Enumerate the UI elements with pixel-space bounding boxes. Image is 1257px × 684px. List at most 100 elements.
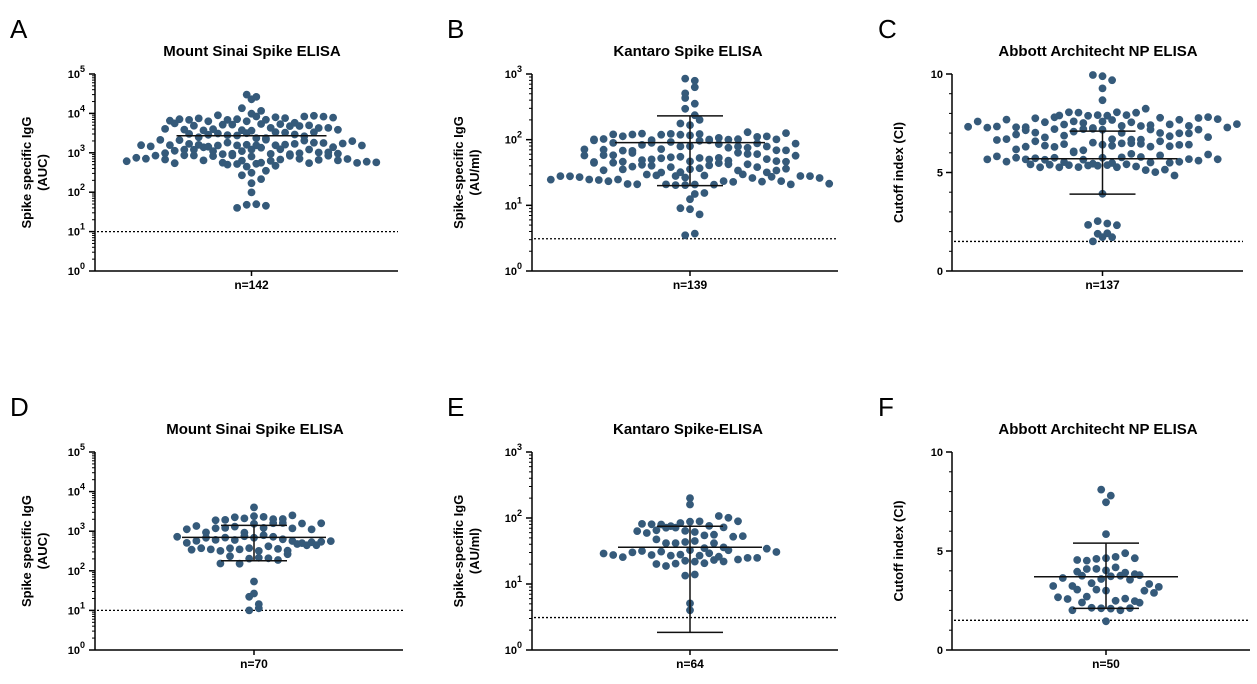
data-point xyxy=(242,200,251,209)
data-point xyxy=(185,140,194,148)
data-point xyxy=(743,143,752,152)
data-point xyxy=(194,141,203,149)
data-point xyxy=(264,542,273,551)
data-point xyxy=(307,538,316,547)
data-point xyxy=(334,125,342,134)
data-point xyxy=(214,141,222,150)
data-point xyxy=(580,145,589,154)
data-point xyxy=(281,114,289,122)
data-point xyxy=(192,522,201,530)
data-point xyxy=(594,176,603,184)
data-point xyxy=(628,548,637,557)
data-point xyxy=(238,104,246,113)
data-point xyxy=(175,136,184,145)
data-point xyxy=(278,535,287,544)
data-point xyxy=(257,158,265,167)
data-point xyxy=(295,154,304,163)
data-point xyxy=(1117,139,1126,148)
data-point xyxy=(1098,84,1107,93)
data-point xyxy=(681,556,690,565)
data-point xyxy=(647,155,656,164)
data-point xyxy=(806,172,814,181)
chart-title: Abbott Architecht NP ELISA xyxy=(998,43,1197,60)
data-point xyxy=(652,535,661,544)
data-point xyxy=(298,539,306,547)
data-point xyxy=(314,148,323,157)
data-point xyxy=(1213,115,1222,123)
data-point xyxy=(1093,111,1102,119)
data-point xyxy=(743,150,752,158)
data-point xyxy=(247,188,256,197)
data-point xyxy=(362,157,371,166)
data-point xyxy=(314,156,323,164)
data-point xyxy=(690,99,699,108)
data-point xyxy=(211,524,220,533)
data-point xyxy=(657,154,666,163)
y-tick-label: 10 xyxy=(68,447,80,459)
data-point xyxy=(1127,135,1136,144)
data-point xyxy=(271,161,280,170)
y-tick-exponent: 2 xyxy=(517,508,522,518)
data-point xyxy=(1175,115,1184,124)
data-point xyxy=(274,545,282,553)
data-point xyxy=(1165,158,1174,167)
data-point xyxy=(772,146,781,155)
data-point xyxy=(1021,123,1030,131)
chart-title: Kantaro Spike-ELISA xyxy=(613,421,763,438)
data-point xyxy=(1122,160,1131,169)
data-point xyxy=(1102,498,1110,507)
data-point xyxy=(599,135,608,143)
data-point xyxy=(700,559,709,568)
y-tick-exponent: 1 xyxy=(80,222,85,232)
y-axis-label: (AUC) xyxy=(35,533,50,570)
data-point xyxy=(1137,135,1145,144)
data-point xyxy=(628,130,637,139)
data-point xyxy=(1117,153,1126,162)
data-point xyxy=(695,136,704,145)
y-axis-label: Cutoff index (CI) xyxy=(891,122,906,223)
data-point xyxy=(729,532,738,541)
data-point xyxy=(782,146,790,155)
panel-letter-a: A xyxy=(10,14,28,44)
data-point xyxy=(247,152,256,161)
data-point xyxy=(686,195,694,204)
data-point xyxy=(1084,221,1092,229)
data-point xyxy=(230,513,239,522)
data-point xyxy=(748,174,757,182)
y-axis-label: Spike specific IgG xyxy=(19,495,34,607)
data-point xyxy=(1089,237,1097,246)
data-point xyxy=(993,152,1001,161)
data-point xyxy=(1194,156,1203,165)
data-point xyxy=(324,148,333,157)
data-point xyxy=(1108,76,1116,85)
data-point xyxy=(166,141,174,150)
data-point xyxy=(1060,120,1068,129)
y-tick-exponent: 1 xyxy=(517,195,522,205)
data-point xyxy=(317,519,326,528)
data-point xyxy=(1063,595,1072,603)
y-tick-exponent: 0 xyxy=(517,640,522,650)
data-point xyxy=(204,142,213,151)
data-point xyxy=(638,520,646,528)
data-point xyxy=(695,164,704,173)
data-point xyxy=(262,201,270,210)
data-point xyxy=(1068,582,1077,590)
y-tick-label: 10 xyxy=(505,579,517,591)
data-point xyxy=(202,528,210,537)
data-point xyxy=(666,153,675,162)
y-tick-exponent: 4 xyxy=(80,103,85,113)
data-point xyxy=(353,159,361,167)
data-point xyxy=(676,119,685,128)
data-point xyxy=(638,129,646,138)
data-point xyxy=(609,158,618,167)
data-point xyxy=(753,133,762,141)
data-point xyxy=(1106,491,1115,500)
data-point xyxy=(281,128,289,137)
data-point xyxy=(226,544,234,553)
data-point xyxy=(671,559,680,568)
data-point xyxy=(618,157,627,166)
data-point xyxy=(1078,598,1086,607)
chart-title: Abbott Architecht NP ELISA xyxy=(998,421,1197,438)
data-point xyxy=(546,175,555,184)
y-axis-label: Cutoff index (CI) xyxy=(891,500,906,601)
